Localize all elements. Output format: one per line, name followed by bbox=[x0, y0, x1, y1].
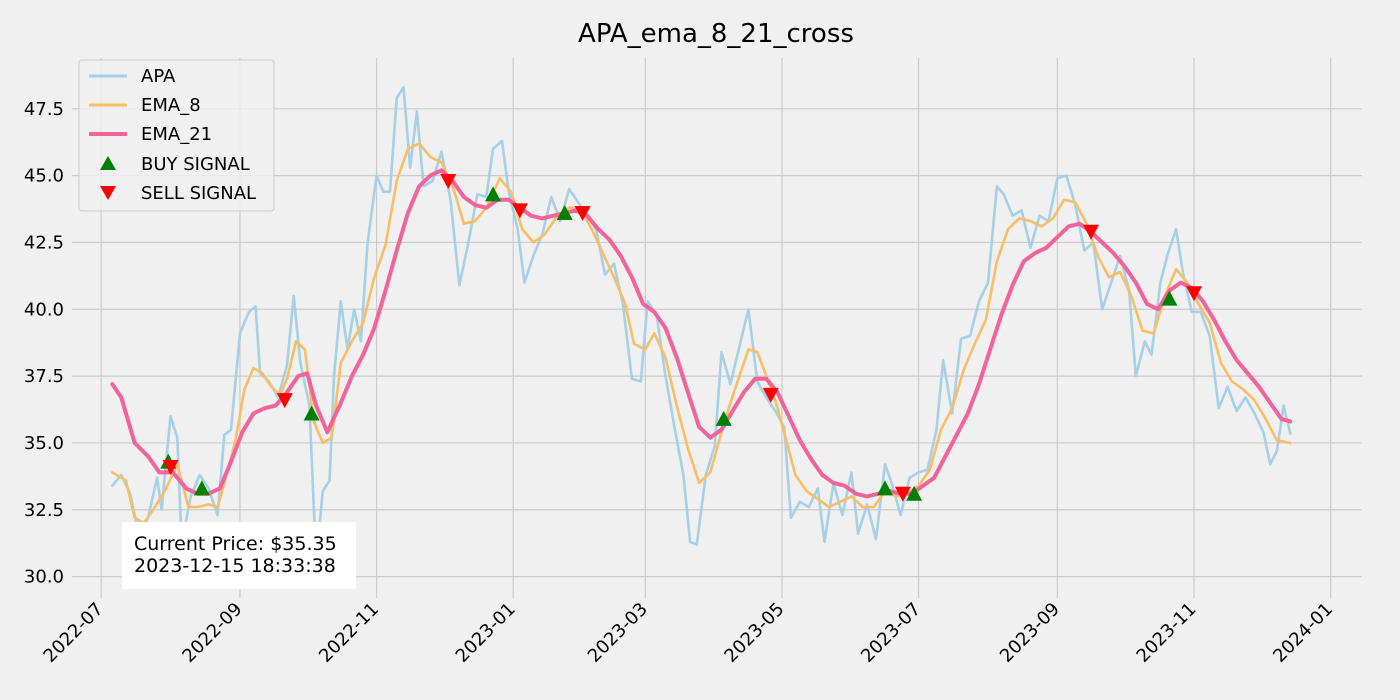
buy-signal-marker bbox=[715, 410, 732, 426]
sell-signal-marker bbox=[762, 387, 779, 403]
legend-label-apa: APA bbox=[141, 66, 176, 87]
y-tick-label: 30.0 bbox=[24, 567, 64, 588]
y-tick-label: 40.0 bbox=[24, 299, 64, 320]
legend-buy-marker-icon bbox=[100, 156, 116, 170]
legend-sell-marker-icon bbox=[100, 186, 116, 200]
current-price-text: Current Price: $35.35 bbox=[134, 533, 337, 555]
y-tick-label: 47.5 bbox=[24, 99, 64, 120]
buy-signal-marker bbox=[906, 485, 923, 501]
legend: APA EMA_8 EMA_21 BUY SIGNAL SELL SIGNAL bbox=[78, 59, 275, 212]
y-tick-label: 42.5 bbox=[24, 232, 64, 253]
info-box-background bbox=[122, 522, 356, 589]
chart-title: APA_ema_8_21_cross bbox=[578, 19, 854, 49]
legend-label-ema8: EMA_8 bbox=[141, 95, 201, 116]
buy-signal-marker bbox=[193, 480, 210, 496]
legend-label-ema21: EMA_21 bbox=[141, 124, 212, 145]
y-axis: 30.0 32.5 35.0 37.5 40.0 42.5 45.0 47.5 bbox=[24, 99, 64, 588]
info-box: Current Price: $35.35 2023-12-15 18:33:3… bbox=[122, 522, 356, 589]
sell-signal-marker bbox=[440, 173, 457, 189]
buy-signal-marker bbox=[876, 480, 893, 496]
legend-label-buy: BUY SIGNAL bbox=[141, 154, 250, 175]
sell-signal-marker bbox=[894, 486, 911, 502]
timestamp-text: 2023-12-15 18:33:38 bbox=[134, 555, 336, 577]
sell-signal-marker bbox=[162, 460, 179, 476]
y-tick-label: 37.5 bbox=[24, 366, 64, 387]
buy-signal-marker bbox=[556, 205, 573, 221]
signal-markers bbox=[160, 173, 1203, 502]
series-line-ema-8 bbox=[111, 142, 1292, 525]
series-line-ema-21 bbox=[110, 168, 1293, 499]
buy-signal-marker bbox=[303, 405, 320, 421]
sell-signal-marker bbox=[574, 206, 591, 222]
y-tick-label: 45.0 bbox=[24, 166, 64, 187]
series-lines bbox=[110, 86, 1293, 562]
y-tick-label: 32.5 bbox=[24, 500, 64, 521]
sell-signal-marker bbox=[1186, 286, 1203, 302]
sell-signal-marker bbox=[511, 203, 528, 219]
sell-signal-marker bbox=[1083, 224, 1100, 240]
legend-box bbox=[78, 59, 275, 212]
y-tick-label: 35.0 bbox=[24, 433, 64, 454]
buy-signal-marker bbox=[1161, 290, 1178, 306]
buy-signal-marker bbox=[485, 186, 502, 202]
legend-label-sell: SELL SIGNAL bbox=[141, 183, 256, 204]
sell-signal-marker bbox=[276, 393, 293, 409]
